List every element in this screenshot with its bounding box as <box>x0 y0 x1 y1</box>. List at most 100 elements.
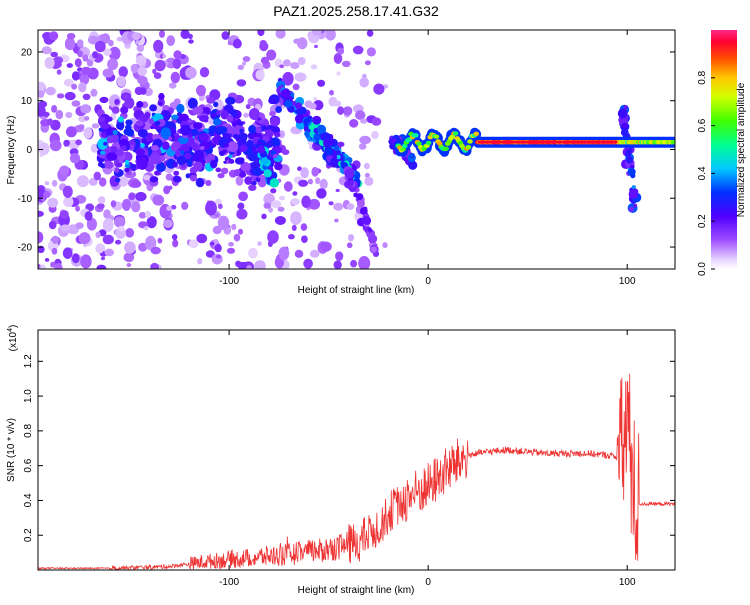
spectrogram-blob-570 <box>259 40 267 46</box>
spectrogram-blob-1057 <box>179 150 185 155</box>
spectrogram-blob-633 <box>176 103 185 114</box>
spectrogram-blob-571 <box>260 56 269 65</box>
spectrogram-blob-946 <box>248 108 260 120</box>
spectrogram-blob-561 <box>48 31 59 41</box>
spectrogram-x-tick-label--100: -100 <box>219 276 239 287</box>
spectrogram-blob-1432 <box>349 186 356 193</box>
colorbar-tick-label-3: 0.6 <box>697 118 708 132</box>
spectrogram-blob-918 <box>124 167 130 173</box>
spectrogram-blob-459 <box>337 141 345 147</box>
colorbar-tick-label-4: 0.8 <box>697 70 708 84</box>
spectrogram-blob-91 <box>217 173 225 179</box>
figure-title: PAZ1.2025.258.17.41.G32 <box>273 3 439 19</box>
spectrogram-blob-554 <box>84 116 90 121</box>
spectrogram-blob-377 <box>166 35 175 47</box>
spectrogram-blob-31 <box>102 234 114 245</box>
spectrogram-blob-322 <box>275 30 286 39</box>
spectrogram-blob-1079 <box>184 152 192 160</box>
spectrogram-blob-431 <box>47 118 54 126</box>
spectrogram-blob-279 <box>54 262 63 269</box>
spectrogram-blob-540 <box>358 256 371 269</box>
spectrogram-blob-315 <box>76 175 89 188</box>
spectrogram-blob-175 <box>172 239 179 248</box>
spectrogram-blob-81 <box>294 249 304 258</box>
snr-x-tick-label-0: 0 <box>425 577 431 588</box>
spectrogram-blob-302 <box>301 235 308 243</box>
spectrogram-blob-1050 <box>126 128 135 137</box>
spectrogram-blob-1725 <box>413 133 419 138</box>
spectrogram-blob-991 <box>239 172 246 178</box>
spectrogram-blob-588 <box>130 180 142 188</box>
snr-x-tick-label--100: -100 <box>219 577 239 588</box>
spectrogram-blob-875 <box>244 176 253 185</box>
spectrogram-blob-1499 <box>628 206 635 213</box>
spectrogram-blob-210 <box>95 231 101 239</box>
spectrogram-blob-378 <box>136 44 145 52</box>
spectrogram-blob-483 <box>107 58 119 71</box>
spectrogram-blob-737 <box>156 161 166 173</box>
spectrogram-blob-455 <box>66 32 76 40</box>
spectrogram-blob-1275 <box>280 88 291 99</box>
spectrogram-blob-819 <box>125 124 132 130</box>
spectrogram-blob-590 <box>62 185 73 198</box>
spectrogram-blob-597 <box>44 57 55 69</box>
spectrogram-blob-1222 <box>294 114 305 124</box>
spectrogram-blob-338 <box>71 71 80 81</box>
spectrogram-blob-1078 <box>118 126 124 131</box>
spectrogram-blob-562 <box>59 210 69 219</box>
spectrogram-blob-990 <box>148 118 154 124</box>
spectrogram-blob-424 <box>228 242 234 247</box>
spectrogram-blob-602 <box>255 177 261 183</box>
spectrogram-blob-418 <box>135 40 140 45</box>
spectrogram-blob-1350 <box>308 124 315 131</box>
spectrogram-blob-895 <box>189 174 198 182</box>
spectrogram-blob-169 <box>325 30 336 41</box>
spectrogram-blob-408 <box>47 197 59 208</box>
spectrogram-blob-499 <box>364 176 374 186</box>
spectrogram-blob-490 <box>217 215 230 230</box>
spectrogram-blob-219 <box>82 93 91 101</box>
spectrogram-blob-437 <box>103 209 111 219</box>
spectrogram-blob-572 <box>75 222 84 230</box>
spectrogram-blob-595 <box>169 82 177 89</box>
spectrogram-blob-150 <box>270 188 277 194</box>
spectrogram-blob-170 <box>80 254 92 269</box>
spectrogram-blob-326 <box>292 83 300 91</box>
spectrogram-blob-419 <box>87 35 100 45</box>
spectrogram-blob-406 <box>64 37 76 51</box>
spectrogram-blob-260 <box>343 106 353 116</box>
spectrogram-blob-1097 <box>137 128 148 138</box>
spectrogram-blob-924 <box>195 177 205 188</box>
spectrogram-blob-548 <box>69 153 81 164</box>
spectrogram-blob-486 <box>111 106 120 114</box>
spectrogram-blob-1527 <box>617 108 628 119</box>
spectrogram-blob-496 <box>51 235 59 244</box>
spectrogram-blob-938 <box>220 109 229 120</box>
spectrogram-blob-126 <box>55 109 64 120</box>
spectrogram-blob-1081 <box>199 115 209 122</box>
spectrogram-blob-207 <box>298 179 309 187</box>
spectrogram-blob-973 <box>99 96 109 104</box>
spectrogram-blob-551 <box>278 246 290 261</box>
spectrogram-blob-790 <box>225 96 236 105</box>
spectrogram-blob-1024 <box>97 138 108 150</box>
spectrogram-blob-484 <box>180 30 190 40</box>
spectrogram-blob-29 <box>266 49 277 61</box>
spectrogram-blob-989 <box>240 138 247 146</box>
spectrogram-blob-1134 <box>263 169 272 178</box>
spectrogram-blob-1091 <box>136 157 148 170</box>
spectrogram-blob-596 <box>320 241 332 252</box>
spectrogram-blob-420 <box>283 181 293 192</box>
spectrogram-blob-227 <box>359 135 371 145</box>
spectrogram-blob-1539 <box>621 122 628 130</box>
spectrogram-blob-560 <box>135 55 147 66</box>
spectrogram-blob-1256 <box>288 105 295 112</box>
spectrogram-blob-1032 <box>105 130 112 136</box>
spectrogram-blob-265 <box>75 205 80 212</box>
spectrogram-blob-430 <box>263 202 272 209</box>
spectrogram-blob-993 <box>216 110 221 116</box>
spectrogram-blob-334 <box>355 110 366 120</box>
spectrogram-blob-1533 <box>623 105 628 110</box>
spectrogram-blob-1090 <box>116 162 123 168</box>
spectrogram-blob-1514 <box>631 185 636 190</box>
